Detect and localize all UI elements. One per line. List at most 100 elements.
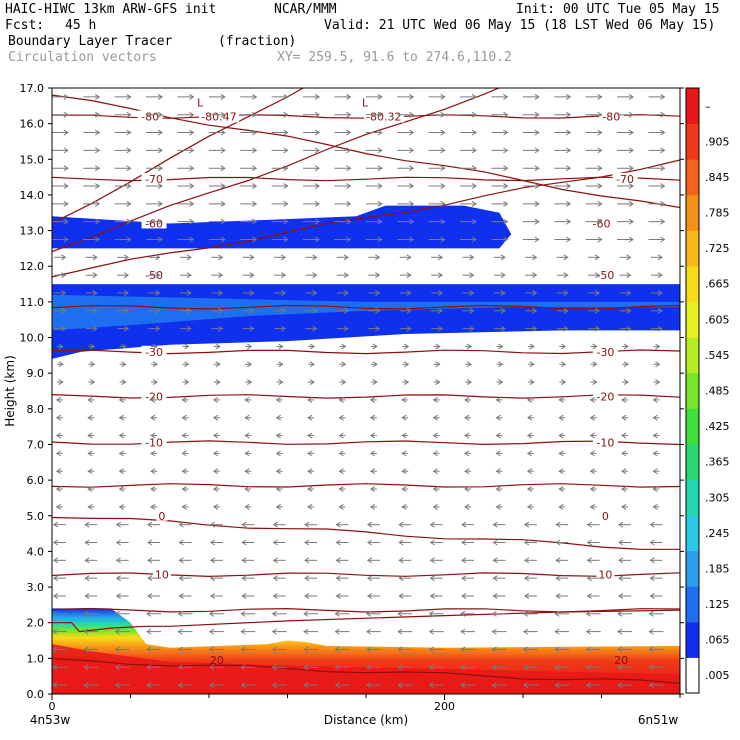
circulation-vector xyxy=(365,682,381,689)
circulation-vector xyxy=(178,539,192,546)
circulation-vector xyxy=(588,307,601,314)
vector-head xyxy=(126,236,132,243)
vector-head xyxy=(251,147,258,154)
circulation-vector xyxy=(334,628,350,635)
vector-head xyxy=(585,682,591,689)
contour-label-bg xyxy=(152,568,171,580)
circulation-vector xyxy=(558,468,566,475)
circulation-vector xyxy=(368,272,381,279)
circulation-vector xyxy=(522,165,540,172)
vector-head xyxy=(563,254,569,261)
circulation-vector xyxy=(496,379,504,386)
circulation-vector xyxy=(492,539,506,546)
circulation-vector xyxy=(365,200,383,207)
vector-head xyxy=(87,468,93,475)
vector-head xyxy=(152,361,158,368)
circulation-vector xyxy=(493,272,506,279)
vector-head xyxy=(554,682,560,689)
vector-head xyxy=(655,379,661,386)
vector-head xyxy=(648,646,654,653)
vector-head xyxy=(558,450,564,457)
vector-head xyxy=(251,111,258,118)
circulation-vector xyxy=(648,646,664,653)
y-tick-label: 16.0 xyxy=(20,118,45,131)
circulation-vector xyxy=(370,343,378,350)
circulation-vector xyxy=(179,272,192,279)
vector-head xyxy=(555,575,561,582)
circulation-vector xyxy=(491,129,509,136)
vector-head xyxy=(314,236,320,243)
circulation-vector xyxy=(307,396,315,403)
vector-head xyxy=(585,664,591,671)
circulation-vector xyxy=(271,218,289,225)
circulation-vector xyxy=(653,343,661,350)
vector-head xyxy=(115,539,121,546)
tracer-field xyxy=(52,205,680,694)
circulation-vector xyxy=(397,218,415,225)
vector-head xyxy=(115,593,121,599)
circulation-vector xyxy=(84,593,98,599)
vector-head xyxy=(283,93,289,100)
vector-head xyxy=(240,610,246,617)
circulation-vector xyxy=(119,343,127,350)
vector-head xyxy=(495,503,501,510)
vector-head xyxy=(522,628,529,635)
vector-head xyxy=(52,628,58,635)
circulation-vector xyxy=(87,503,95,510)
circulation-vector xyxy=(118,396,126,403)
vector-head xyxy=(314,147,320,154)
circulation-vector xyxy=(617,200,634,207)
vector-head xyxy=(429,521,435,528)
vector-head xyxy=(334,664,340,671)
vector-head xyxy=(500,290,506,296)
circulation-vector xyxy=(648,628,664,635)
vector-head xyxy=(618,539,624,546)
circulation-vector xyxy=(242,325,255,332)
y-tick-label: 1.0 xyxy=(27,652,45,665)
contour-label-bg xyxy=(141,172,167,184)
circulation-vector xyxy=(114,628,130,635)
circulation-vector xyxy=(401,450,409,457)
circulation-vector xyxy=(432,486,440,492)
vector-head xyxy=(657,272,663,279)
circulation-vector xyxy=(151,361,158,368)
circulation-vector xyxy=(208,93,226,100)
contour-label-bg xyxy=(598,110,624,122)
circulation-vector xyxy=(275,503,283,510)
x-tick-label: 200 xyxy=(434,700,455,713)
circulation-vector xyxy=(240,628,256,635)
vector-head xyxy=(178,557,184,564)
vector-head xyxy=(189,111,195,118)
vector-head xyxy=(522,682,529,689)
vector-head xyxy=(275,468,281,475)
vector-head xyxy=(503,111,509,118)
vector-head xyxy=(397,628,403,635)
circulation-vector xyxy=(52,682,67,689)
circulation-vector xyxy=(119,361,127,368)
colorbar-swatch xyxy=(686,443,699,480)
circulation-vector xyxy=(365,236,383,243)
vector-head xyxy=(94,236,101,243)
vector-head xyxy=(526,432,533,439)
vector-head xyxy=(307,414,313,421)
vector-head xyxy=(428,610,434,617)
vector-head xyxy=(271,682,277,689)
circulation-vector xyxy=(369,396,377,403)
vector-head xyxy=(346,165,352,172)
vector-head xyxy=(495,468,501,475)
vector-head xyxy=(283,147,289,154)
vector-head xyxy=(495,396,501,403)
circulation-vector xyxy=(303,664,319,671)
circulation-vector xyxy=(83,646,99,653)
vector-head xyxy=(365,628,372,635)
circulation-vector xyxy=(585,646,601,653)
circulation-vector xyxy=(177,682,193,689)
circulation-vector xyxy=(52,93,69,100)
vector-head xyxy=(597,129,603,136)
vector-head xyxy=(534,236,540,243)
circulation-vectors xyxy=(52,93,666,689)
vector-head xyxy=(491,610,497,617)
vector-head xyxy=(87,503,93,510)
circulation-vector xyxy=(150,503,158,510)
circulation-vector xyxy=(240,682,256,689)
